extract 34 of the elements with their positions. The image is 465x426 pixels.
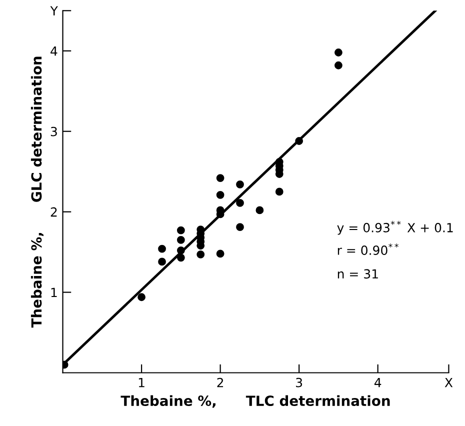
point <box>334 48 342 56</box>
point <box>138 293 146 302</box>
point <box>196 250 205 258</box>
annotation: n = 31 <box>338 269 378 279</box>
point <box>216 174 224 182</box>
point <box>158 244 166 253</box>
x-tick-label: 1 <box>138 378 144 388</box>
point <box>334 61 342 70</box>
annotation: r = 0.90$^{**}$ <box>338 244 399 255</box>
x-tick-label: 3 <box>296 378 302 388</box>
annotation: y = 0.93$^{**}$ X + 0.1 <box>337 220 453 235</box>
x-axis-title: Thebaine %, TLC determination <box>120 395 390 408</box>
point <box>236 199 244 207</box>
y-tick-label: 3 <box>50 126 57 136</box>
point <box>158 258 166 266</box>
point <box>295 137 304 145</box>
y-tick-label: 1 <box>51 288 57 298</box>
point <box>216 250 224 258</box>
point <box>236 223 244 232</box>
point <box>176 254 185 262</box>
point <box>256 206 264 214</box>
y-axis-title: Thebaine %, GLC determination <box>30 56 44 328</box>
x-tick-label: 2 <box>217 378 224 388</box>
y-tick-label: 2 <box>50 207 57 217</box>
point <box>176 226 185 234</box>
point <box>176 246 185 254</box>
y-tick-label: 4 <box>50 46 58 56</box>
x-tick-label: X <box>444 378 453 388</box>
point <box>176 236 185 244</box>
point <box>275 188 284 196</box>
point <box>216 190 224 199</box>
point <box>236 180 244 188</box>
x-tick-label: 4 <box>374 378 382 388</box>
y-tick-label: Y <box>50 6 58 16</box>
